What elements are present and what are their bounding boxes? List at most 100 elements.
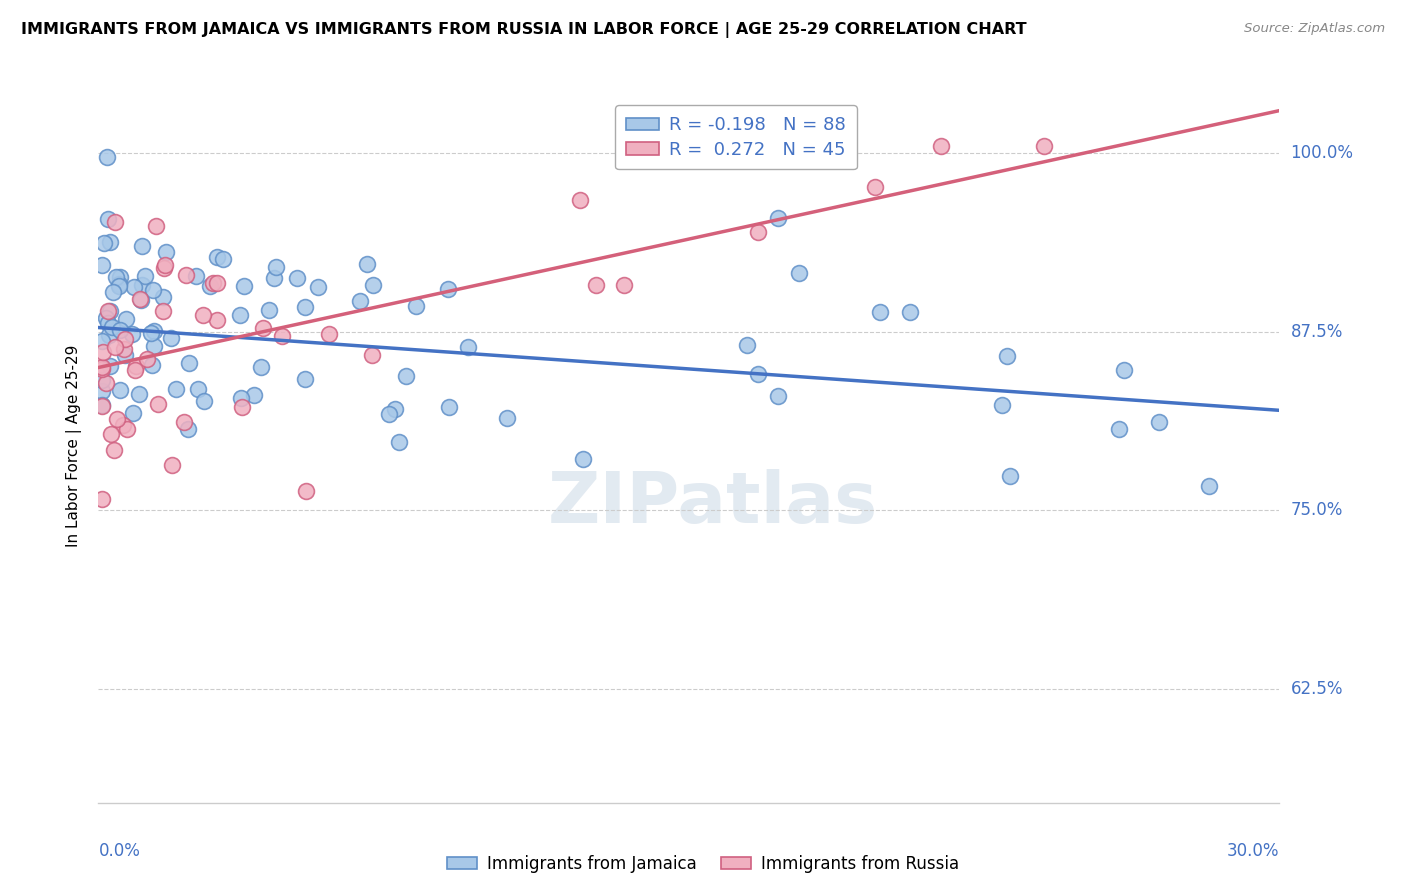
Point	[205, 250, 228, 264]
Point	[124, 363, 146, 377]
Point	[97, 212, 120, 227]
Point	[356, 257, 378, 271]
Point	[91, 334, 114, 348]
Text: 100.0%: 100.0%	[1291, 145, 1354, 162]
Point	[307, 280, 329, 294]
Point	[96, 150, 118, 164]
Point	[229, 308, 252, 322]
Point	[105, 412, 128, 426]
Point	[146, 397, 169, 411]
Point	[160, 458, 183, 472]
Point	[91, 362, 114, 376]
Point	[114, 332, 136, 346]
Point	[1033, 139, 1056, 153]
Point	[141, 358, 163, 372]
Point	[212, 252, 235, 267]
Point	[93, 235, 115, 250]
Point	[91, 384, 114, 398]
Point	[863, 180, 886, 194]
Text: 0.0%: 0.0%	[98, 842, 141, 860]
Point	[200, 278, 222, 293]
Point	[142, 283, 165, 297]
Point	[998, 469, 1021, 483]
Point	[360, 348, 382, 362]
Point	[91, 258, 114, 272]
Point	[232, 279, 254, 293]
Point	[98, 359, 121, 373]
Point	[141, 326, 163, 340]
Point	[377, 407, 399, 421]
Point	[1108, 422, 1130, 436]
Point	[173, 415, 195, 429]
Legend: R = -0.198   N = 88, R =  0.272   N = 45: R = -0.198 N = 88, R = 0.272 N = 45	[616, 105, 858, 169]
Point	[160, 330, 183, 344]
Point	[898, 305, 921, 319]
Y-axis label: In Labor Force | Age 25-29: In Labor Force | Age 25-29	[66, 345, 83, 547]
Point	[100, 304, 122, 318]
Point	[569, 193, 592, 207]
Point	[153, 260, 176, 275]
Point	[1147, 415, 1170, 429]
Point	[270, 329, 292, 343]
Point	[263, 270, 285, 285]
Point	[437, 400, 460, 414]
Text: IMMIGRANTS FROM JAMAICA VS IMMIGRANTS FROM RUSSIA IN LABOR FORCE | AGE 25-29 COR: IMMIGRANTS FROM JAMAICA VS IMMIGRANTS FR…	[21, 22, 1026, 38]
Point	[142, 339, 165, 353]
Point	[155, 244, 177, 259]
Legend: Immigrants from Jamaica, Immigrants from Russia: Immigrants from Jamaica, Immigrants from…	[440, 848, 966, 880]
Point	[747, 367, 769, 381]
Point	[131, 278, 153, 293]
Point	[191, 308, 214, 322]
Point	[257, 302, 280, 317]
Point	[128, 387, 150, 401]
Point	[231, 391, 253, 405]
Point	[104, 340, 127, 354]
Text: 75.0%: 75.0%	[1291, 501, 1343, 519]
Point	[145, 219, 167, 233]
Point	[869, 305, 891, 319]
Point	[1198, 479, 1220, 493]
Point	[94, 310, 117, 325]
Point	[929, 139, 952, 153]
Point	[437, 282, 460, 296]
Point	[179, 356, 201, 370]
Point	[107, 277, 129, 291]
Point	[108, 270, 131, 285]
Point	[91, 398, 114, 412]
Text: 62.5%: 62.5%	[1291, 680, 1343, 698]
Point	[193, 394, 215, 409]
Point	[349, 293, 371, 308]
Point	[571, 452, 593, 467]
Point	[264, 260, 287, 274]
Text: 87.5%: 87.5%	[1291, 323, 1343, 341]
Point	[205, 276, 228, 290]
Point	[121, 406, 143, 420]
Point	[361, 277, 384, 292]
Point	[100, 319, 122, 334]
Point	[124, 359, 146, 373]
Text: 30.0%: 30.0%	[1227, 842, 1279, 860]
Point	[1114, 363, 1136, 377]
Point	[110, 323, 132, 337]
Point	[152, 303, 174, 318]
Point	[174, 268, 197, 282]
Point	[243, 387, 266, 401]
Point	[115, 422, 138, 436]
Point	[395, 369, 418, 384]
Point	[205, 313, 228, 327]
Point	[787, 266, 810, 280]
Point	[108, 278, 131, 293]
Point	[97, 316, 120, 330]
Point	[104, 215, 127, 229]
Point	[100, 235, 122, 250]
Point	[91, 399, 114, 413]
Point	[202, 276, 225, 290]
Point	[177, 422, 200, 436]
Text: ZIPatlas: ZIPatlas	[547, 468, 877, 538]
Point	[747, 225, 769, 239]
Point	[91, 344, 114, 359]
Point	[294, 300, 316, 314]
Point	[105, 269, 128, 284]
Point	[766, 211, 789, 225]
Point	[114, 348, 136, 362]
